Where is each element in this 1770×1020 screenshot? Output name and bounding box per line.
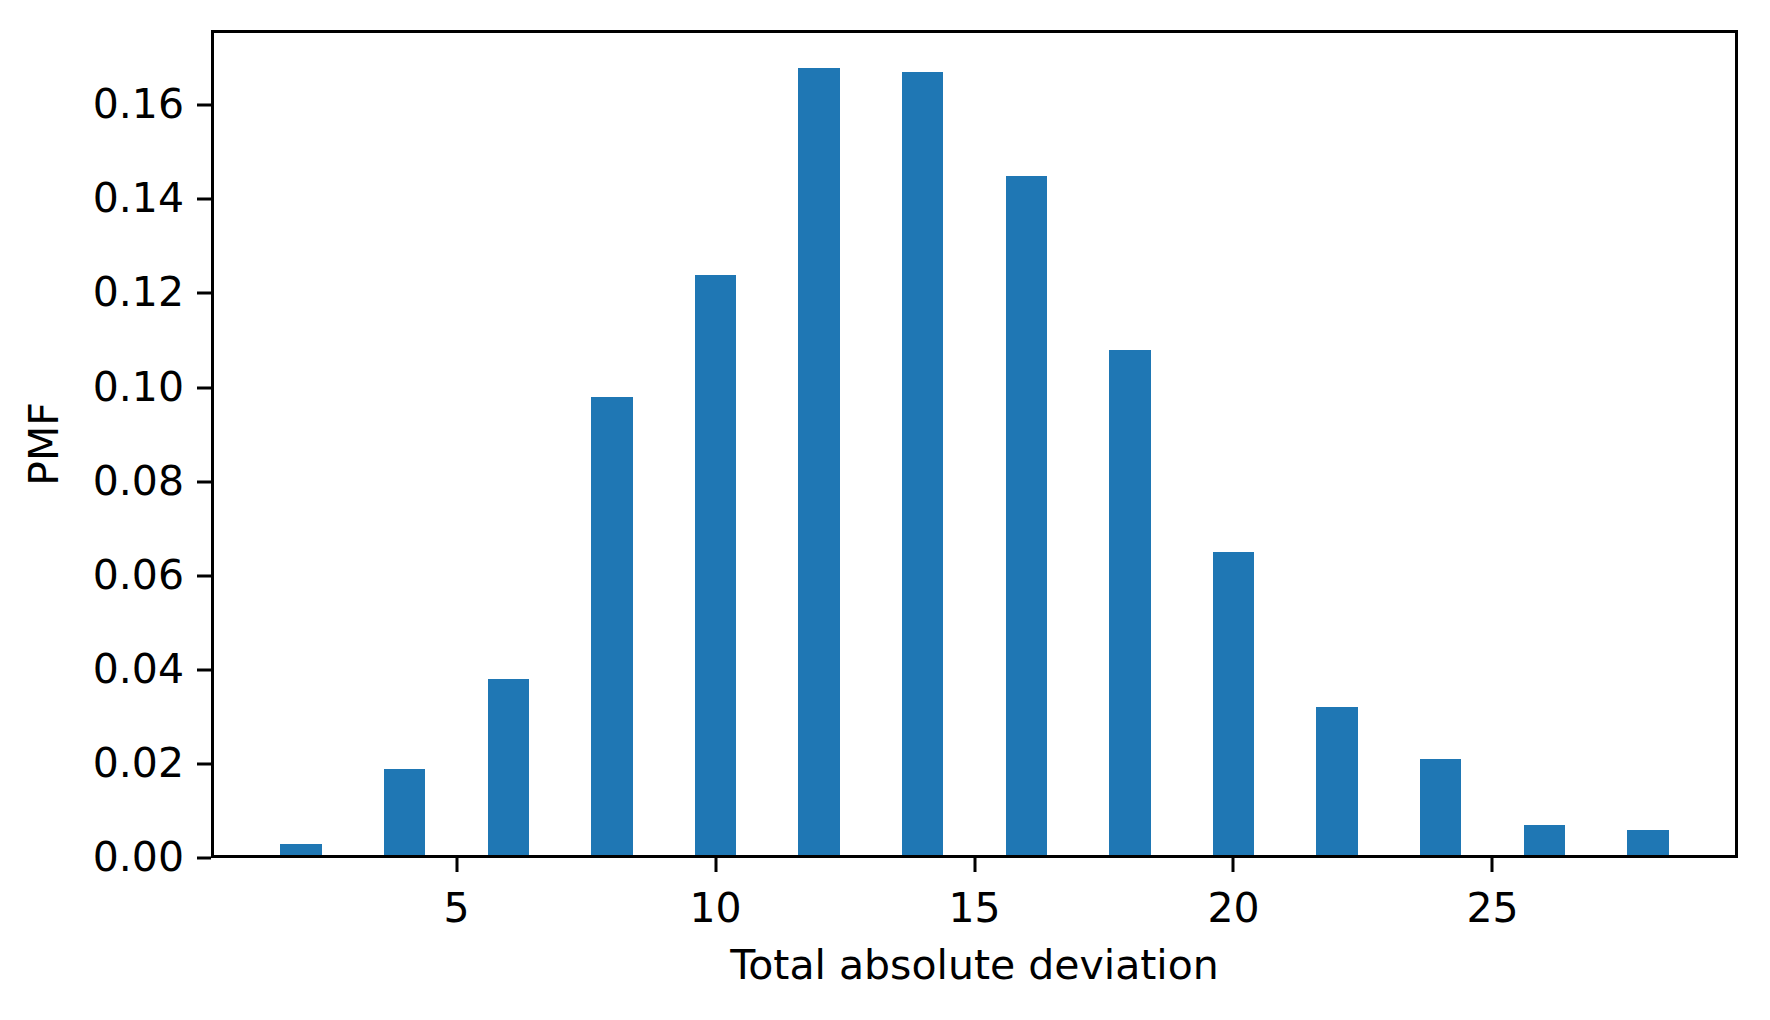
bar — [1524, 825, 1565, 858]
y-tick-mark — [197, 386, 211, 389]
y-tick-label: 0.00 — [93, 834, 184, 881]
y-tick-label: 0.14 — [93, 176, 184, 223]
y-tick-mark — [197, 668, 211, 671]
x-tick-mark — [714, 858, 717, 872]
pmf-bar-chart-figure: Total absolute deviation PMF 5 10 15 20 25 0.… — [0, 0, 1770, 1020]
bar — [1109, 350, 1150, 858]
y-tick-mark — [197, 762, 211, 765]
bar — [695, 275, 736, 858]
y-tick-mark — [197, 480, 211, 483]
y-tick-label: 0.06 — [93, 552, 184, 599]
bar — [1213, 552, 1254, 858]
y-tick-mark — [197, 857, 211, 860]
y-tick-label: 0.10 — [93, 364, 184, 411]
y-tick-label: 0.04 — [93, 646, 184, 693]
y-tick-mark — [197, 574, 211, 577]
bar — [1316, 707, 1357, 858]
bar — [1420, 759, 1461, 858]
x-tick-label: 20 — [1207, 885, 1259, 932]
y-tick-mark — [197, 292, 211, 295]
plot-area: Total absolute deviation PMF 5101520250.… — [211, 30, 1738, 858]
bar — [902, 72, 943, 858]
x-tick-label: 10 — [689, 885, 741, 932]
bar — [1006, 176, 1047, 858]
x-tick-label: 5 — [443, 885, 469, 932]
bar — [798, 68, 839, 858]
x-tick-label: 25 — [1466, 885, 1518, 932]
x-tick-label: 15 — [948, 885, 1000, 932]
axes-frame — [211, 30, 1738, 858]
x-axis-label: Total absolute deviation — [730, 941, 1219, 989]
y-axis-label: PMF — [20, 402, 68, 486]
x-tick-mark — [1232, 858, 1235, 872]
y-tick-mark — [197, 104, 211, 107]
y-tick-label: 0.02 — [93, 740, 184, 787]
bar — [591, 397, 632, 858]
y-tick-mark — [197, 198, 211, 201]
x-tick-mark — [973, 858, 976, 872]
bar — [488, 679, 529, 858]
x-tick-mark — [455, 858, 458, 872]
bar — [384, 769, 425, 858]
y-tick-label: 0.12 — [93, 270, 184, 317]
bar — [280, 844, 321, 858]
y-tick-label: 0.08 — [93, 458, 184, 505]
x-tick-mark — [1491, 858, 1494, 872]
y-tick-label: 0.16 — [93, 82, 184, 129]
bar — [1627, 830, 1668, 858]
